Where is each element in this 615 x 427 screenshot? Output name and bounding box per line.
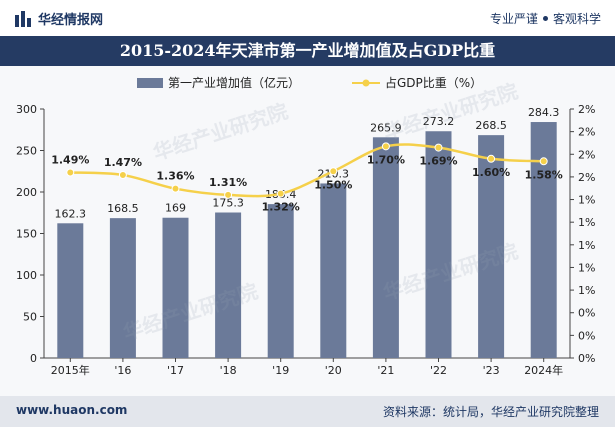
y2-tick-label: 0% [578,329,595,342]
slogan-left: 专业严谨 [489,12,538,26]
x-tick-label: '21 [377,364,394,377]
y2-tick-label: 0% [578,307,595,320]
ratio-point [66,168,75,177]
legend-label-line: 占GDP比重（%） [385,75,482,90]
y2-tick-label: 1% [578,216,595,229]
slogan-separator-dot [542,16,548,21]
slogan-right: 客观科学 [552,12,601,26]
x-tick-label: '22 [430,364,447,377]
footer-source: 资料来源：统计局，华经产业研究院整理 [382,405,599,419]
brand[interactable]: 华经情报网 [14,9,103,28]
y-tick-label: 200 [16,186,37,199]
y2-tick-label: 1% [578,261,595,274]
bar-value-label: 169 [165,202,186,215]
bar [162,217,189,358]
ratio-point [487,154,496,163]
ratio-line [70,143,544,198]
ratio-point [118,170,127,179]
bar [425,131,452,358]
ratio-value-label: 1.60% [472,166,510,179]
ratio-value-label: 1.47% [104,156,142,169]
legend-swatch-marker [362,79,370,87]
x-tick-label: '20 [325,364,342,377]
bar [215,212,242,358]
bar [372,137,399,358]
ratio-value-label: 1.31% [209,176,247,189]
bar [109,218,136,358]
bar-value-label: 168.5 [107,202,139,215]
ratio-value-label: 1.69% [419,155,457,168]
bar-value-label: 273.2 [423,115,455,128]
bar [267,204,294,358]
bar-value-label: 268.5 [475,119,507,132]
top-bar: 华经情报网 专业严谨 客观科学 [0,0,615,36]
y2-tick-label: 1% [578,194,595,207]
ratio-value-label: 1.58% [525,168,563,181]
ratio-value-label: 1.70% [367,153,405,166]
y2-tick-label: 2% [578,126,595,139]
y2-tick-label: 2% [578,148,595,161]
x-tick-label: 2024年 [524,363,563,377]
x-tick-label: '16 [114,364,131,377]
ratio-point [276,189,285,198]
y2-tick-label: 2% [578,103,595,116]
footer-website[interactable]: www.huaon.com [16,403,128,417]
footer: www.huaon.com 资料来源：统计局，华经产业研究院整理 [0,396,615,427]
x-tick-label: 2015年 [51,363,90,377]
brand-name: 华经情报网 [38,13,104,28]
y-tick-label: 100 [16,269,37,282]
legend-swatch-bar [137,78,163,88]
y2-tick-label: 2% [578,171,595,184]
y-tick-label: 300 [16,103,37,116]
plot-area: 华经产业研究院 华经产业研究院 华经产业研究院 华经产业研究院 第一产业增加值（… [0,66,615,396]
legend-label-bar: 第一产业增加值（亿元） [168,75,300,90]
chart-title: 2015-2024年天津市第一产业增加值及占GDP比重 [0,36,615,66]
bar [57,223,84,358]
ratio-point [224,190,233,199]
chart-svg: 第一产业增加值（亿元） 占GDP比重（%） 0 50 100 150 200 250 300 0%… [16,75,595,377]
bar-value-label: 175.3 [212,197,244,210]
y-tick-label: 0 [30,352,37,365]
bar-logo-icon [15,10,31,27]
ratio-value-label: 1.36% [156,170,194,183]
bar [478,135,505,358]
slogan: 专业严谨 客观科学 [490,10,601,27]
y2-tick-label: 1% [578,239,595,252]
y-tick-label: 50 [23,311,37,324]
ratio-point [329,167,338,176]
y2-tick-label: 0% [578,352,595,365]
ratio-point [171,184,180,193]
x-tick-label: '23 [483,364,500,377]
ratio-point [539,157,548,166]
ratio-point [381,142,390,151]
ratio-value-label: 1.50% [314,178,352,191]
x-tick-label: '17 [167,364,184,377]
y-tick-label: 150 [16,228,37,241]
y-tick-label: 250 [16,145,37,158]
bar-value-label: 162.3 [55,207,87,220]
bar-value-label: 284.3 [528,106,560,119]
bar-value-label: 265.9 [370,121,402,134]
x-tick-label: '19 [272,364,289,377]
ratio-value-label: 1.32% [262,201,300,214]
ratio-point [434,143,443,152]
bar [320,183,347,358]
ratio-value-label: 1.49% [51,153,89,166]
y2-tick-label: 1% [578,284,595,297]
x-tick-label: '18 [220,364,237,377]
